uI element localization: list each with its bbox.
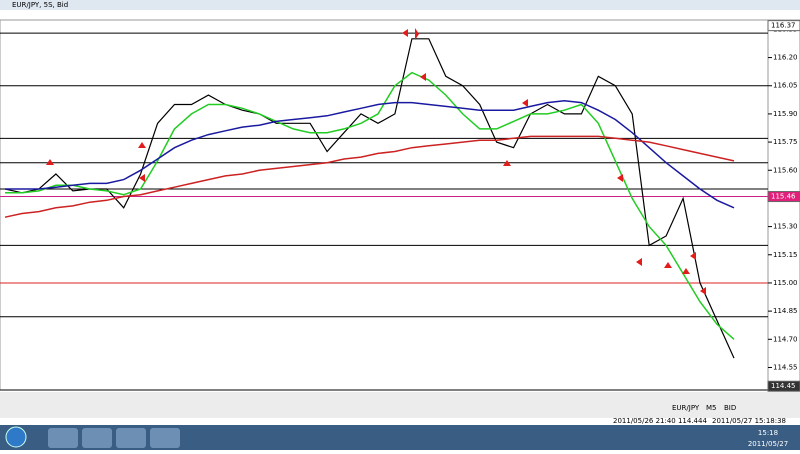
plot-area: [0, 19, 769, 391]
taskbar-app[interactable]: [116, 428, 146, 448]
taskbar-app[interactable]: [150, 428, 180, 448]
taskbar-app[interactable]: [82, 428, 112, 448]
series-line: [5, 100, 735, 209]
y-tick-label: 115.15: [773, 251, 798, 259]
title-bar: [0, 0, 800, 10]
clock-time: 15:18: [758, 429, 778, 437]
series-line: [5, 71, 735, 340]
y-tick-label: 115.60: [773, 166, 798, 174]
y-tick-label: 115.00: [773, 279, 798, 287]
cursor-info: 2011/05/26 21:40 114.444: [613, 417, 707, 425]
series-line: [4, 135, 735, 218]
y-tick-label: 114.85: [773, 307, 798, 315]
price-marker-label: 115.46: [771, 193, 796, 201]
symbol[interactable]: EUR/JPY: [672, 404, 700, 412]
window-title: EUR/JPY, 5S, Bid: [12, 1, 68, 9]
toolbar-row: [0, 10, 768, 20]
y-tick-label: 116.20: [773, 54, 798, 62]
y-tick-label: 115.30: [773, 223, 798, 231]
taskbar-app[interactable]: [48, 428, 78, 448]
price-axis: [767, 19, 800, 391]
price-marker-label: 116.37: [771, 22, 796, 30]
price-type[interactable]: BID: [724, 404, 736, 412]
price-marker: [767, 191, 800, 203]
period[interactable]: M5: [706, 404, 717, 412]
y-tick-label: 114.70: [773, 335, 798, 343]
status-bar: [0, 392, 800, 418]
start-button[interactable]: [5, 426, 27, 448]
y-tick-label: 116.05: [773, 82, 798, 90]
server-time: 2011/05/27 15:18:38: [712, 417, 786, 425]
price-marker: [767, 380, 800, 392]
price-marker-label: 114.45: [771, 382, 796, 390]
y-tick-label: 115.90: [773, 110, 798, 118]
clock-date: 2011/05/27: [748, 440, 788, 448]
price-marker: [767, 20, 800, 32]
y-tick-label: 114.55: [773, 363, 798, 371]
y-tick-label: 115.75: [773, 138, 798, 146]
